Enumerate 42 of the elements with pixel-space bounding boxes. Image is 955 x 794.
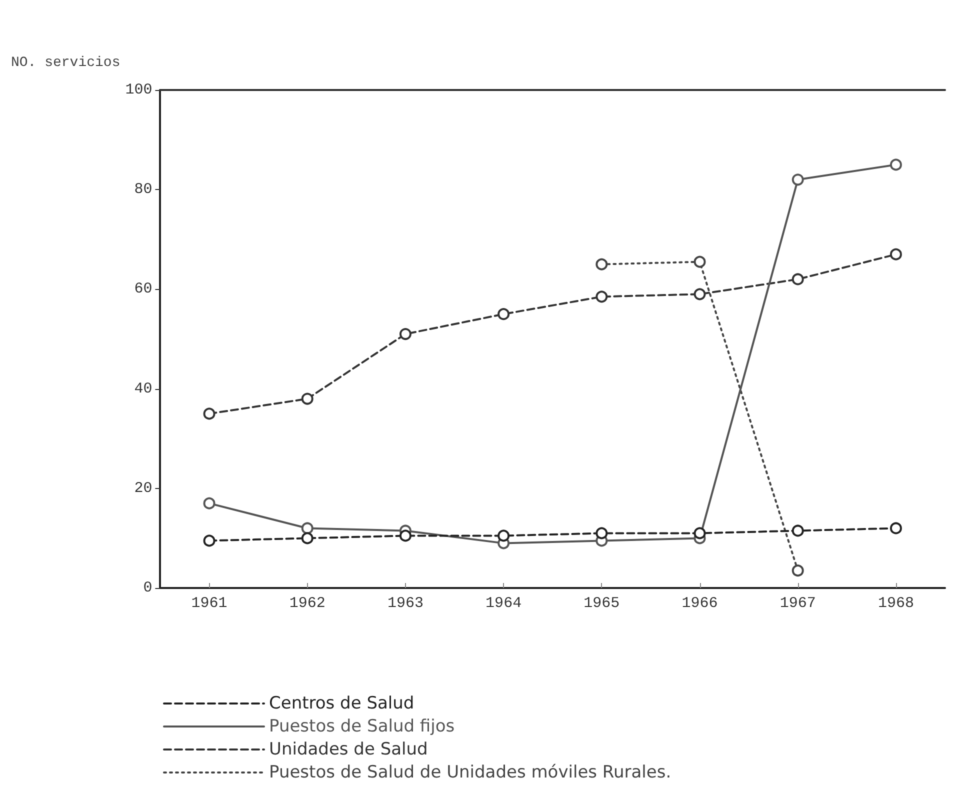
x-tick-label: 1967 (780, 595, 816, 612)
point (890, 158, 902, 171)
point (596, 258, 608, 270)
x-tick-label: 1962 (289, 595, 326, 612)
x-tick-label: 1964 (486, 595, 522, 612)
y-tick-label: 60 (134, 280, 152, 298)
point (596, 527, 608, 540)
text: Puestos de Salud de Unidades móviles Rurales. (269, 762, 672, 782)
x-tick-label: 1965 (584, 595, 620, 612)
y-tick-label: 40 (134, 380, 152, 398)
point (694, 256, 706, 268)
point (792, 174, 804, 186)
x-tick-label: 1961 (191, 595, 228, 612)
point (399, 530, 412, 542)
point (694, 288, 706, 300)
point (301, 532, 314, 544)
point (301, 392, 314, 405)
point (203, 497, 216, 510)
point (792, 273, 804, 286)
point (498, 308, 510, 320)
y-tick-label: 20 (134, 480, 152, 497)
x-tick-label: 1968 (878, 595, 914, 612)
text: Puestos de Salud fijos (269, 716, 455, 736)
y-tick-label: 100 (125, 82, 152, 98)
point (694, 527, 706, 540)
y-tick-label: 80 (134, 181, 152, 198)
point (890, 522, 902, 534)
point (301, 522, 314, 534)
point (498, 530, 510, 542)
point (596, 290, 608, 303)
point (792, 524, 804, 537)
point (203, 534, 216, 547)
point (890, 248, 902, 260)
point (203, 408, 216, 420)
y-tick-label: 0 (143, 580, 152, 596)
point (399, 328, 412, 340)
text: Unidades de Salud (269, 740, 428, 760)
point (792, 564, 804, 577)
x-tick-label: 1966 (682, 595, 718, 612)
x-tick-label: 1963 (387, 595, 424, 612)
text: Centros de Salud (269, 694, 414, 714)
y-axis-title: NO. servicios (11, 55, 120, 71)
